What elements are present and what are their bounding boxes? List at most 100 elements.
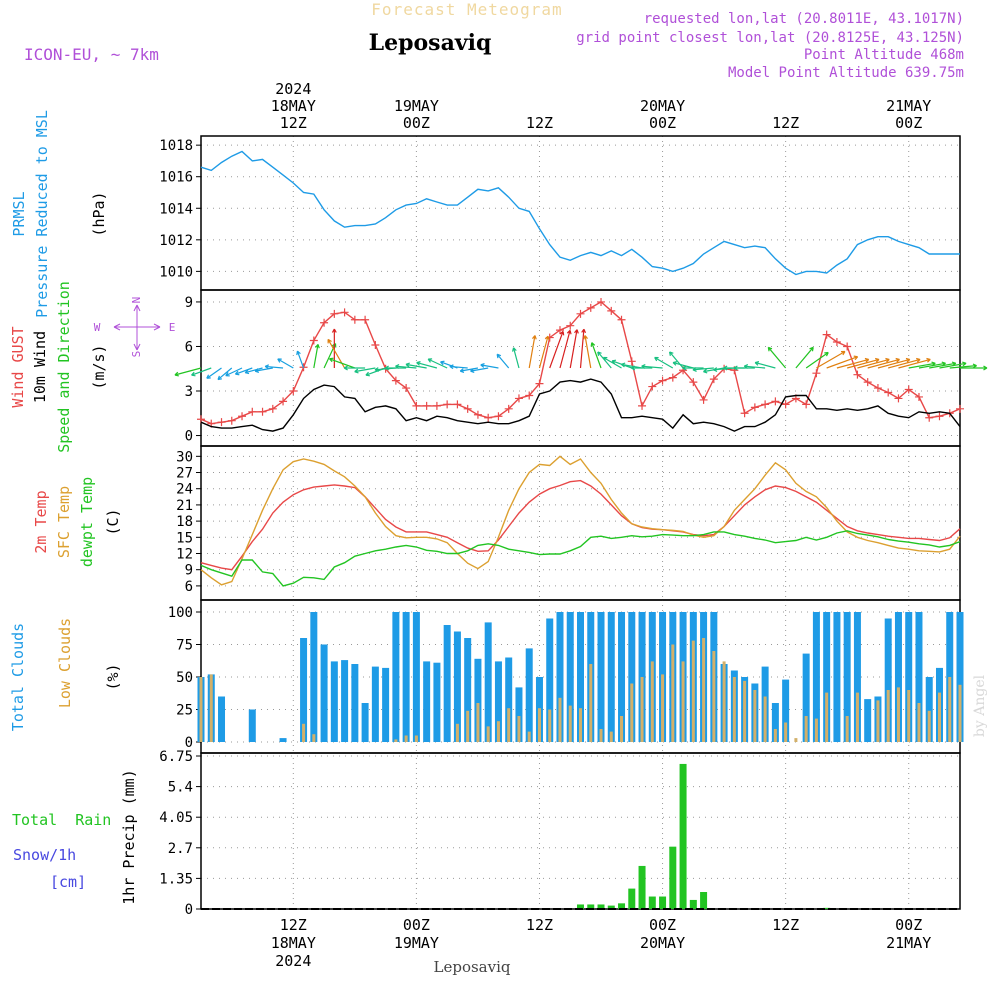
wind-arrow (331, 328, 337, 368)
wind-unit: (m/s) (90, 344, 108, 389)
cloud-bars (197, 612, 964, 742)
wind-panel-labels: Wind GUST 10m Wind Speed and Direction (… (9, 281, 175, 453)
wind-arrow (590, 342, 602, 369)
wind-arrow (416, 361, 438, 369)
pressure-series (200, 150, 960, 276)
wind-arrow (225, 367, 243, 377)
wind-direction-label: Speed and Direction (55, 281, 73, 453)
wind-arrow (354, 367, 376, 374)
wind-arrow (459, 367, 479, 373)
wind-arrow (960, 365, 988, 371)
wind-arrow (847, 357, 880, 369)
total-cloud-bar (423, 661, 431, 742)
total-cloud-bar (618, 612, 626, 742)
wind-arrow (682, 365, 704, 371)
top-time-label: 00Z (649, 114, 676, 132)
gust-marker (289, 387, 298, 396)
temp-line-dewpt-temp (200, 530, 961, 587)
compass-s: S (130, 351, 143, 358)
top-time-label: 12Z (526, 114, 553, 132)
wind-arrow (816, 350, 846, 369)
gust-marker (802, 400, 811, 409)
precip-ytick-label: 4.05 (159, 810, 193, 826)
total-cloud-bar (915, 612, 923, 742)
low-cloud-bar (958, 684, 962, 742)
low-cloud-bar (312, 734, 316, 742)
low-cloud-bar (517, 716, 521, 742)
total-cloud-bar (494, 661, 502, 742)
model-point-altitude: Model Point Altitude 639.75m (728, 65, 964, 81)
wind-arrow (206, 367, 222, 379)
pressure-ytick-label: 1014 (159, 201, 193, 217)
rain-bar (638, 865, 646, 909)
wind-ytick-label: 9 (185, 295, 193, 311)
total-cloud-bar (925, 677, 933, 742)
total-cloud-bar (351, 664, 359, 742)
gust-marker (638, 401, 647, 410)
gust-marker (309, 336, 318, 345)
gust-marker (597, 297, 606, 306)
pressure-ytick-label: 1016 (159, 170, 193, 186)
snow-unit-label: [cm] (50, 873, 86, 891)
gust-marker (473, 410, 482, 419)
bottom-time-label: 20MAY (640, 934, 685, 952)
low-cloud-bar (722, 661, 726, 742)
wind-arrow (805, 351, 829, 369)
gust-marker (761, 400, 770, 409)
wind-arrow (654, 356, 674, 369)
gust-marker (514, 394, 523, 403)
total-cloud-bar (484, 622, 492, 742)
gust-marker (535, 379, 544, 388)
low-cloud-bar (466, 710, 470, 742)
total-cloud-bar (607, 612, 615, 742)
total-cloud-label: Total Clouds (9, 623, 27, 731)
low-cloud-bar (537, 708, 541, 742)
low-cloud-bar (404, 735, 408, 742)
wind-arrow (528, 335, 537, 369)
gust-marker (402, 384, 411, 393)
gust-marker (668, 373, 677, 382)
total-cloud-bar (402, 612, 410, 742)
wind-arrow (470, 367, 489, 373)
wind-arrow (480, 363, 499, 369)
low-cloud-bar (630, 683, 634, 742)
precip-frame (200, 752, 961, 910)
gust-marker (422, 401, 431, 410)
gust-marker (894, 394, 903, 403)
total-cloud-bar (833, 612, 841, 742)
total-cloud-bar (905, 612, 913, 742)
cloud-panel-labels: Total Clouds Low Clouds (%) (9, 618, 122, 731)
total-cloud-bar (464, 638, 472, 742)
bottom-time-label: 00Z (403, 916, 430, 934)
wind-arrow (672, 361, 694, 369)
gust-marker (935, 412, 944, 421)
low-cloud-bar (589, 664, 593, 742)
wind-arrow (877, 357, 911, 369)
low-cloud-bar (209, 674, 213, 742)
temp-ytick-label: 18 (176, 514, 193, 530)
total-cloud-bar (341, 660, 349, 742)
temp-frame (200, 445, 961, 601)
total-cloud-bar (566, 612, 574, 742)
wind-arrow (579, 328, 587, 369)
gust-marker (956, 404, 964, 413)
gust-marker (576, 309, 585, 318)
total-cloud-bar (300, 638, 308, 742)
bottom-time-label: 21MAY (886, 934, 931, 952)
wind-arrow (939, 361, 967, 369)
wind-arrow (826, 355, 859, 369)
temp-line-sfc-temp (200, 455, 961, 586)
top-time-label: 00Z (403, 114, 430, 132)
total-cloud-bar (864, 699, 872, 742)
precip-bars (201, 763, 960, 910)
wind-arrow (767, 346, 787, 369)
total-cloud-bar (382, 667, 390, 742)
precip-ytick-label: 6.75 (159, 749, 193, 765)
wind-arrow (836, 357, 870, 369)
gust-marker (238, 412, 247, 421)
bottom-time-label: 18MAY (271, 934, 316, 952)
snow-label: Snow/1h (13, 846, 76, 864)
gust-marker (320, 318, 329, 327)
temp-ytick-label: 9 (185, 563, 193, 579)
precip-unit: 1hr Precip (mm) (120, 769, 138, 904)
